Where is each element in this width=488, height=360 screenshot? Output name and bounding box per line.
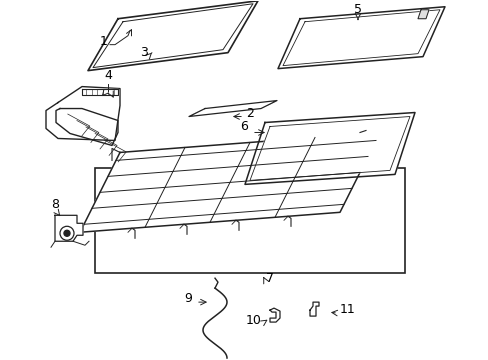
- Polygon shape: [244, 113, 414, 184]
- Polygon shape: [278, 7, 444, 69]
- Polygon shape: [46, 86, 120, 140]
- Polygon shape: [189, 100, 276, 117]
- Polygon shape: [269, 308, 280, 322]
- Circle shape: [64, 230, 70, 236]
- Polygon shape: [80, 132, 379, 232]
- Polygon shape: [249, 117, 409, 180]
- Polygon shape: [56, 108, 118, 145]
- Text: 9: 9: [184, 292, 192, 305]
- Text: 5: 5: [353, 3, 361, 16]
- Polygon shape: [93, 4, 252, 68]
- Bar: [95, 168, 404, 273]
- Text: 10: 10: [245, 314, 262, 327]
- Polygon shape: [283, 10, 439, 66]
- Text: 3: 3: [140, 46, 147, 59]
- Text: 8: 8: [51, 198, 59, 211]
- Text: 4: 4: [104, 69, 112, 82]
- Polygon shape: [309, 302, 318, 316]
- Text: 6: 6: [240, 121, 247, 134]
- Polygon shape: [417, 10, 428, 19]
- Polygon shape: [88, 1, 258, 71]
- Circle shape: [60, 226, 74, 240]
- Polygon shape: [55, 215, 83, 241]
- Text: 11: 11: [339, 303, 355, 316]
- Text: 1: 1: [100, 35, 108, 48]
- Polygon shape: [82, 89, 118, 95]
- Text: 2: 2: [245, 107, 253, 120]
- Text: 7: 7: [265, 272, 273, 285]
